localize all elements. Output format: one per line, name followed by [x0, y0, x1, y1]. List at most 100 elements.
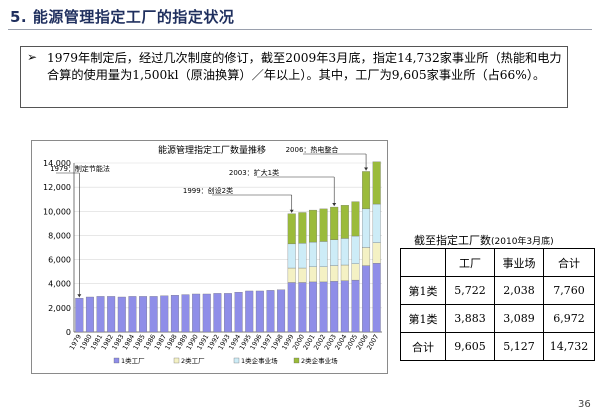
page-number: 36	[578, 399, 591, 410]
bar-segment	[298, 212, 307, 244]
bar-segment	[85, 296, 94, 333]
bar-segment	[308, 281, 317, 333]
chart-title: 能源管理指定工厂数量推移	[158, 144, 266, 156]
legend-swatch	[113, 357, 120, 364]
table-caption: 截至指定工厂数(2010年3月底)	[414, 232, 554, 248]
bar-segment	[340, 205, 349, 239]
table-caption-main: 截至指定工厂数	[414, 234, 491, 247]
bar-segment	[319, 208, 328, 242]
bar-segment	[96, 296, 105, 333]
bar-segment	[351, 263, 360, 281]
legend-swatch	[293, 357, 300, 364]
bar-segment	[308, 266, 317, 283]
y-tick-label: 14,000	[43, 159, 71, 168]
legend-swatch	[233, 357, 240, 364]
bar-segment	[234, 292, 243, 333]
y-tick-label: 10,000	[43, 207, 71, 216]
bar-segment	[372, 161, 381, 205]
bar-segment	[340, 280, 349, 333]
table-cell: 合计	[400, 332, 446, 361]
annotation-label: 2003：扩大1类	[229, 168, 279, 177]
annotation-arrowhead	[332, 203, 337, 207]
bullet-arrow-icon: ➢	[27, 50, 38, 64]
bar-segment	[107, 296, 116, 333]
title-divider	[8, 29, 592, 30]
bar-segment	[181, 294, 190, 333]
bar-segment	[287, 243, 296, 269]
bar-segment	[330, 206, 339, 240]
bar-segment	[340, 264, 349, 281]
table-header-factory: 工厂	[445, 248, 495, 277]
annotation-arrowhead	[289, 209, 294, 213]
annotation-label: 1999：创设2类	[183, 186, 233, 195]
table-cell: 5,722	[445, 276, 495, 305]
table-header-business: 事业场	[494, 248, 544, 277]
bar-segment	[319, 241, 328, 267]
bar-segment	[372, 263, 381, 333]
legend-label: 1类企事业场	[241, 356, 278, 365]
summary-box: ➢ 1979年制定后，经过几次制度的修订，截至2009年3月底，指定14,732…	[20, 46, 568, 108]
table-cell: 2,038	[494, 276, 544, 305]
bar-segment	[287, 213, 296, 245]
bar-segment	[351, 279, 360, 333]
bar-segment	[277, 289, 286, 333]
table-cell: 3,089	[494, 304, 544, 333]
bar-segment	[340, 238, 349, 266]
bar-segment	[362, 247, 371, 266]
bar-segment	[330, 281, 339, 333]
table-row: 第1类 3,883 3,089 6,972	[400, 304, 595, 333]
bar-segment	[308, 209, 317, 243]
bar-segment	[319, 266, 328, 283]
table-header-blank	[400, 248, 446, 277]
annotation-arrowhead	[77, 294, 82, 298]
bar-segment	[139, 296, 148, 333]
bar-segment	[330, 265, 339, 282]
table-cell: 第1类	[400, 276, 446, 305]
table-caption-date: (2010年3月底)	[491, 237, 554, 247]
bar-segment	[160, 295, 169, 333]
bar-segment	[255, 290, 264, 333]
bar-segment	[224, 293, 232, 333]
annotation-label: 2006：热电整合	[286, 145, 339, 154]
summary-text: 1979年制定后，经过几次制度的修订，截至2009年3月底，指定14,732家事…	[47, 51, 562, 82]
y-tick-label: 6,000	[48, 256, 71, 265]
chart-panel: 能源管理指定工厂数量推移 0 2,000 4,000 6,000 8,000 10,000 1…	[31, 140, 388, 374]
facility-table: 工厂 事业场 合计 第1类 5,722 2,038 7,760 第1类 3,88…	[400, 248, 595, 361]
annotation-label: 1979：制定节能法	[50, 164, 110, 173]
bar-segment	[308, 241, 317, 267]
table-cell: 第1类	[400, 304, 446, 333]
annotation-arrowhead	[364, 167, 369, 171]
y-tick-label: 4,000	[48, 280, 71, 289]
table-cell: 9,605	[445, 332, 495, 361]
legend-label: 2类工厂	[181, 356, 205, 365]
table-cell: 5,127	[494, 332, 544, 361]
table-header-total: 合计	[543, 248, 595, 277]
bar-segment	[202, 293, 211, 333]
bar-segment	[362, 208, 371, 248]
table-cell: 14,732	[543, 332, 595, 361]
table-cell: 7,760	[543, 276, 595, 305]
legend-label: 2类企事业场	[301, 356, 338, 365]
table-row: 第1类 5,722 2,038 7,760	[400, 276, 595, 305]
table-cell: 3,883	[445, 304, 495, 333]
y-tick-label: 0	[66, 328, 71, 337]
bar-segment	[330, 239, 339, 266]
bar-segment	[287, 267, 296, 283]
bar-segment	[213, 293, 222, 333]
bar-segment	[298, 267, 307, 283]
bar-segment	[266, 290, 275, 333]
bar-segment	[362, 171, 371, 210]
bar-segment	[298, 243, 307, 269]
y-tick-label: 8,000	[48, 231, 71, 240]
y-tick-label: 2,000	[48, 304, 71, 313]
bar-segment	[117, 296, 126, 333]
bar-segment	[372, 203, 381, 243]
bar-segment	[351, 201, 360, 237]
table-header-row: 工厂 事业场 合计	[400, 248, 595, 277]
bar-segment	[245, 290, 254, 333]
bar-segment	[319, 281, 328, 333]
bar-segment	[287, 282, 296, 333]
table-cell: 6,972	[543, 304, 595, 333]
bar-segment	[372, 242, 381, 264]
bar-segment	[362, 265, 371, 333]
